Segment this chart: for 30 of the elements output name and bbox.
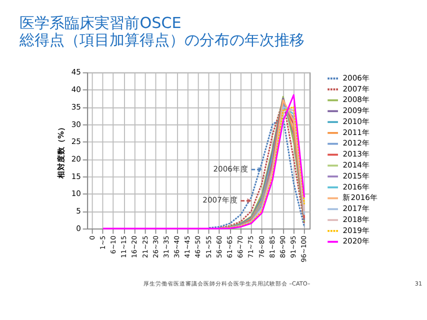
legend-label: 2013年 — [342, 150, 370, 159]
legend-label: 2018年 — [342, 214, 370, 224]
legend-label: 2009年 — [342, 106, 370, 116]
legend-label: 2016年 — [342, 182, 370, 192]
legend-label: 2015年 — [342, 171, 370, 180]
y-tick-label: 40 — [71, 85, 82, 94]
y-tick-label: 0 — [76, 224, 82, 233]
y-tick-label: 35 — [71, 102, 82, 112]
y-tick-label: 20 — [71, 154, 82, 164]
legend-label: 2012年 — [342, 138, 370, 148]
annotation: 2007年度 — [202, 196, 238, 205]
y-tick-label: 5 — [76, 206, 82, 216]
legend-label: 2007年 — [342, 84, 370, 94]
legend-label: 2017年 — [342, 204, 370, 214]
legend-label: 2019年 — [342, 226, 370, 235]
y-tick-label: 30 — [71, 120, 82, 129]
y-tick-label: 15 — [71, 172, 82, 181]
legend-label: 新2016年 — [342, 193, 378, 202]
y-tick-label: 45 — [71, 68, 82, 77]
y-tick-label: 25 — [71, 137, 82, 146]
legend-label: 2006年 — [342, 73, 370, 82]
legend-label: 2014年 — [342, 160, 370, 170]
y-axis-title: 相対度数（%） — [56, 123, 66, 180]
chart-title: 医学系臨床実習前OSCE 総得点（項目加算得点）の分布の年次推移 — [18, 14, 305, 49]
legend-label: 2008年 — [342, 95, 370, 104]
y-tick-label: 10 — [71, 189, 82, 198]
legend-label: 2011年 — [342, 128, 370, 137]
legend-label: 2010年 — [342, 116, 370, 126]
annotation: 2006年度 — [213, 164, 248, 174]
legend-label: 2020年 — [342, 236, 370, 246]
